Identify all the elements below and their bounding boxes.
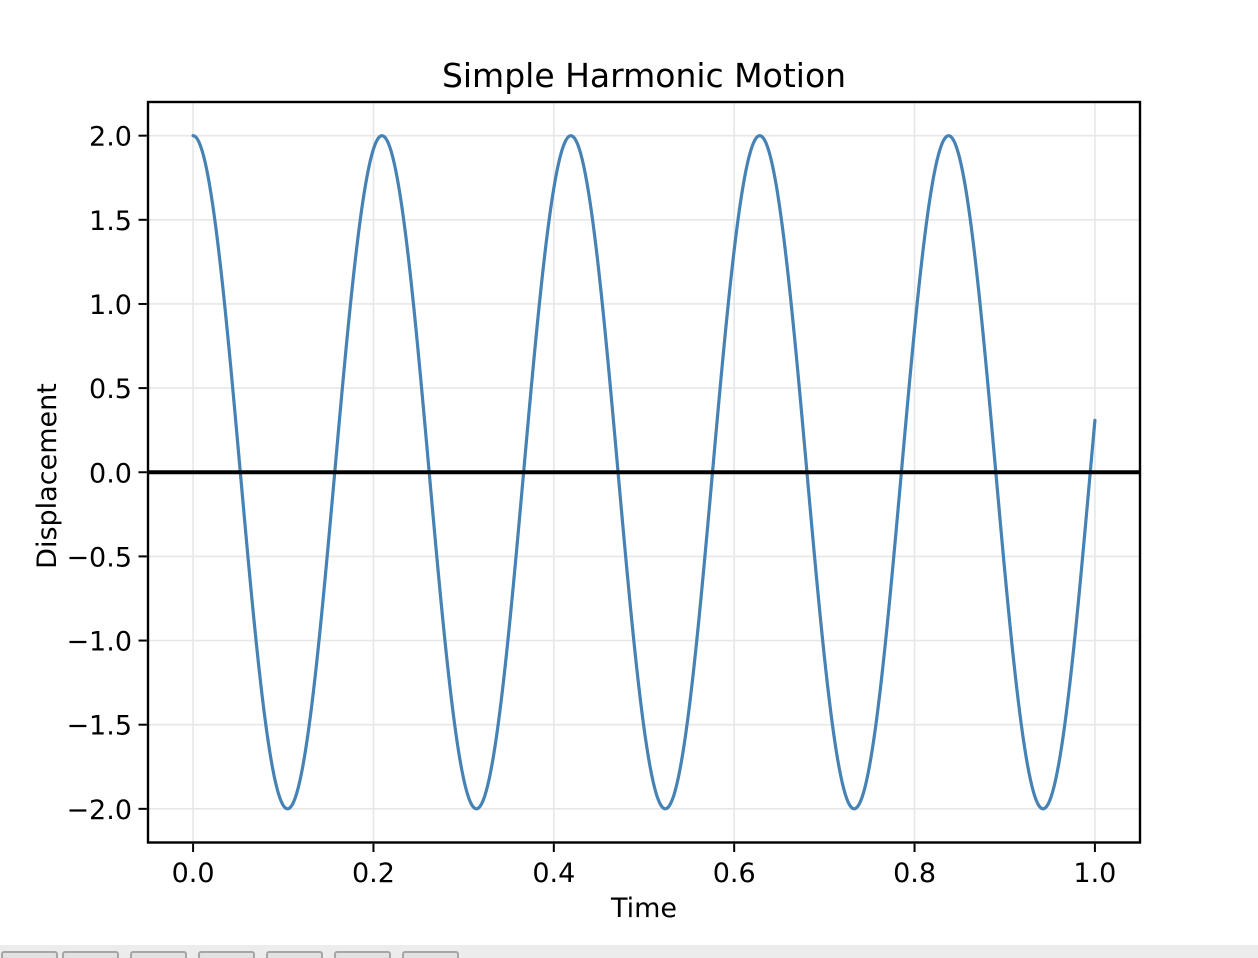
y-tick-label: −2.0 — [66, 795, 132, 826]
x-tick-label: 0.0 — [172, 858, 215, 889]
navigation-toolbar — [0, 945, 1258, 958]
y-tick-label: 1.0 — [89, 290, 132, 321]
y-tick-label: 2.0 — [89, 122, 132, 153]
axes-spines — [146, 100, 1142, 844]
x-tick-label: 1.0 — [1073, 858, 1116, 889]
toolbar-button-save[interactable] — [402, 951, 459, 958]
y-axis-label: Displacement — [32, 383, 63, 569]
x-tick-label: 0.6 — [713, 858, 756, 889]
x-tick-label: 0.8 — [893, 858, 936, 889]
toolbar-button-pan[interactable] — [198, 951, 255, 958]
y-tick-label: −1.0 — [66, 627, 132, 658]
toolbar-button-zoom[interactable] — [266, 951, 323, 958]
y-tick-label: 1.5 — [89, 206, 132, 237]
x-axis-label: Time — [610, 893, 677, 924]
tick-group — [138, 134, 1096, 852]
x-tick-label: 0.2 — [352, 858, 395, 889]
tick-label-group: 0.0 0.2 0.4 0.6 0.8 1.0 2.0 1.5 1.0 0.5 0.0 −0.5 −1.… — [66, 122, 1116, 889]
x-tick-label: 0.4 — [532, 858, 575, 889]
y-tick-label: 0.5 — [89, 374, 132, 405]
toolbar-button-forward[interactable] — [130, 951, 187, 958]
displacement-curve — [191, 134, 1097, 811]
chart-title: Simple Harmonic Motion — [442, 56, 846, 95]
y-tick-label: 0.0 — [89, 458, 132, 489]
toolbar-button-subplots[interactable] — [334, 951, 391, 958]
toolbar-button-back[interactable] — [62, 951, 119, 958]
series-group — [148, 134, 1140, 811]
y-tick-label: −1.5 — [66, 711, 132, 742]
y-tick-label: −0.5 — [66, 542, 132, 573]
toolbar-button-home[interactable] — [1, 951, 58, 958]
